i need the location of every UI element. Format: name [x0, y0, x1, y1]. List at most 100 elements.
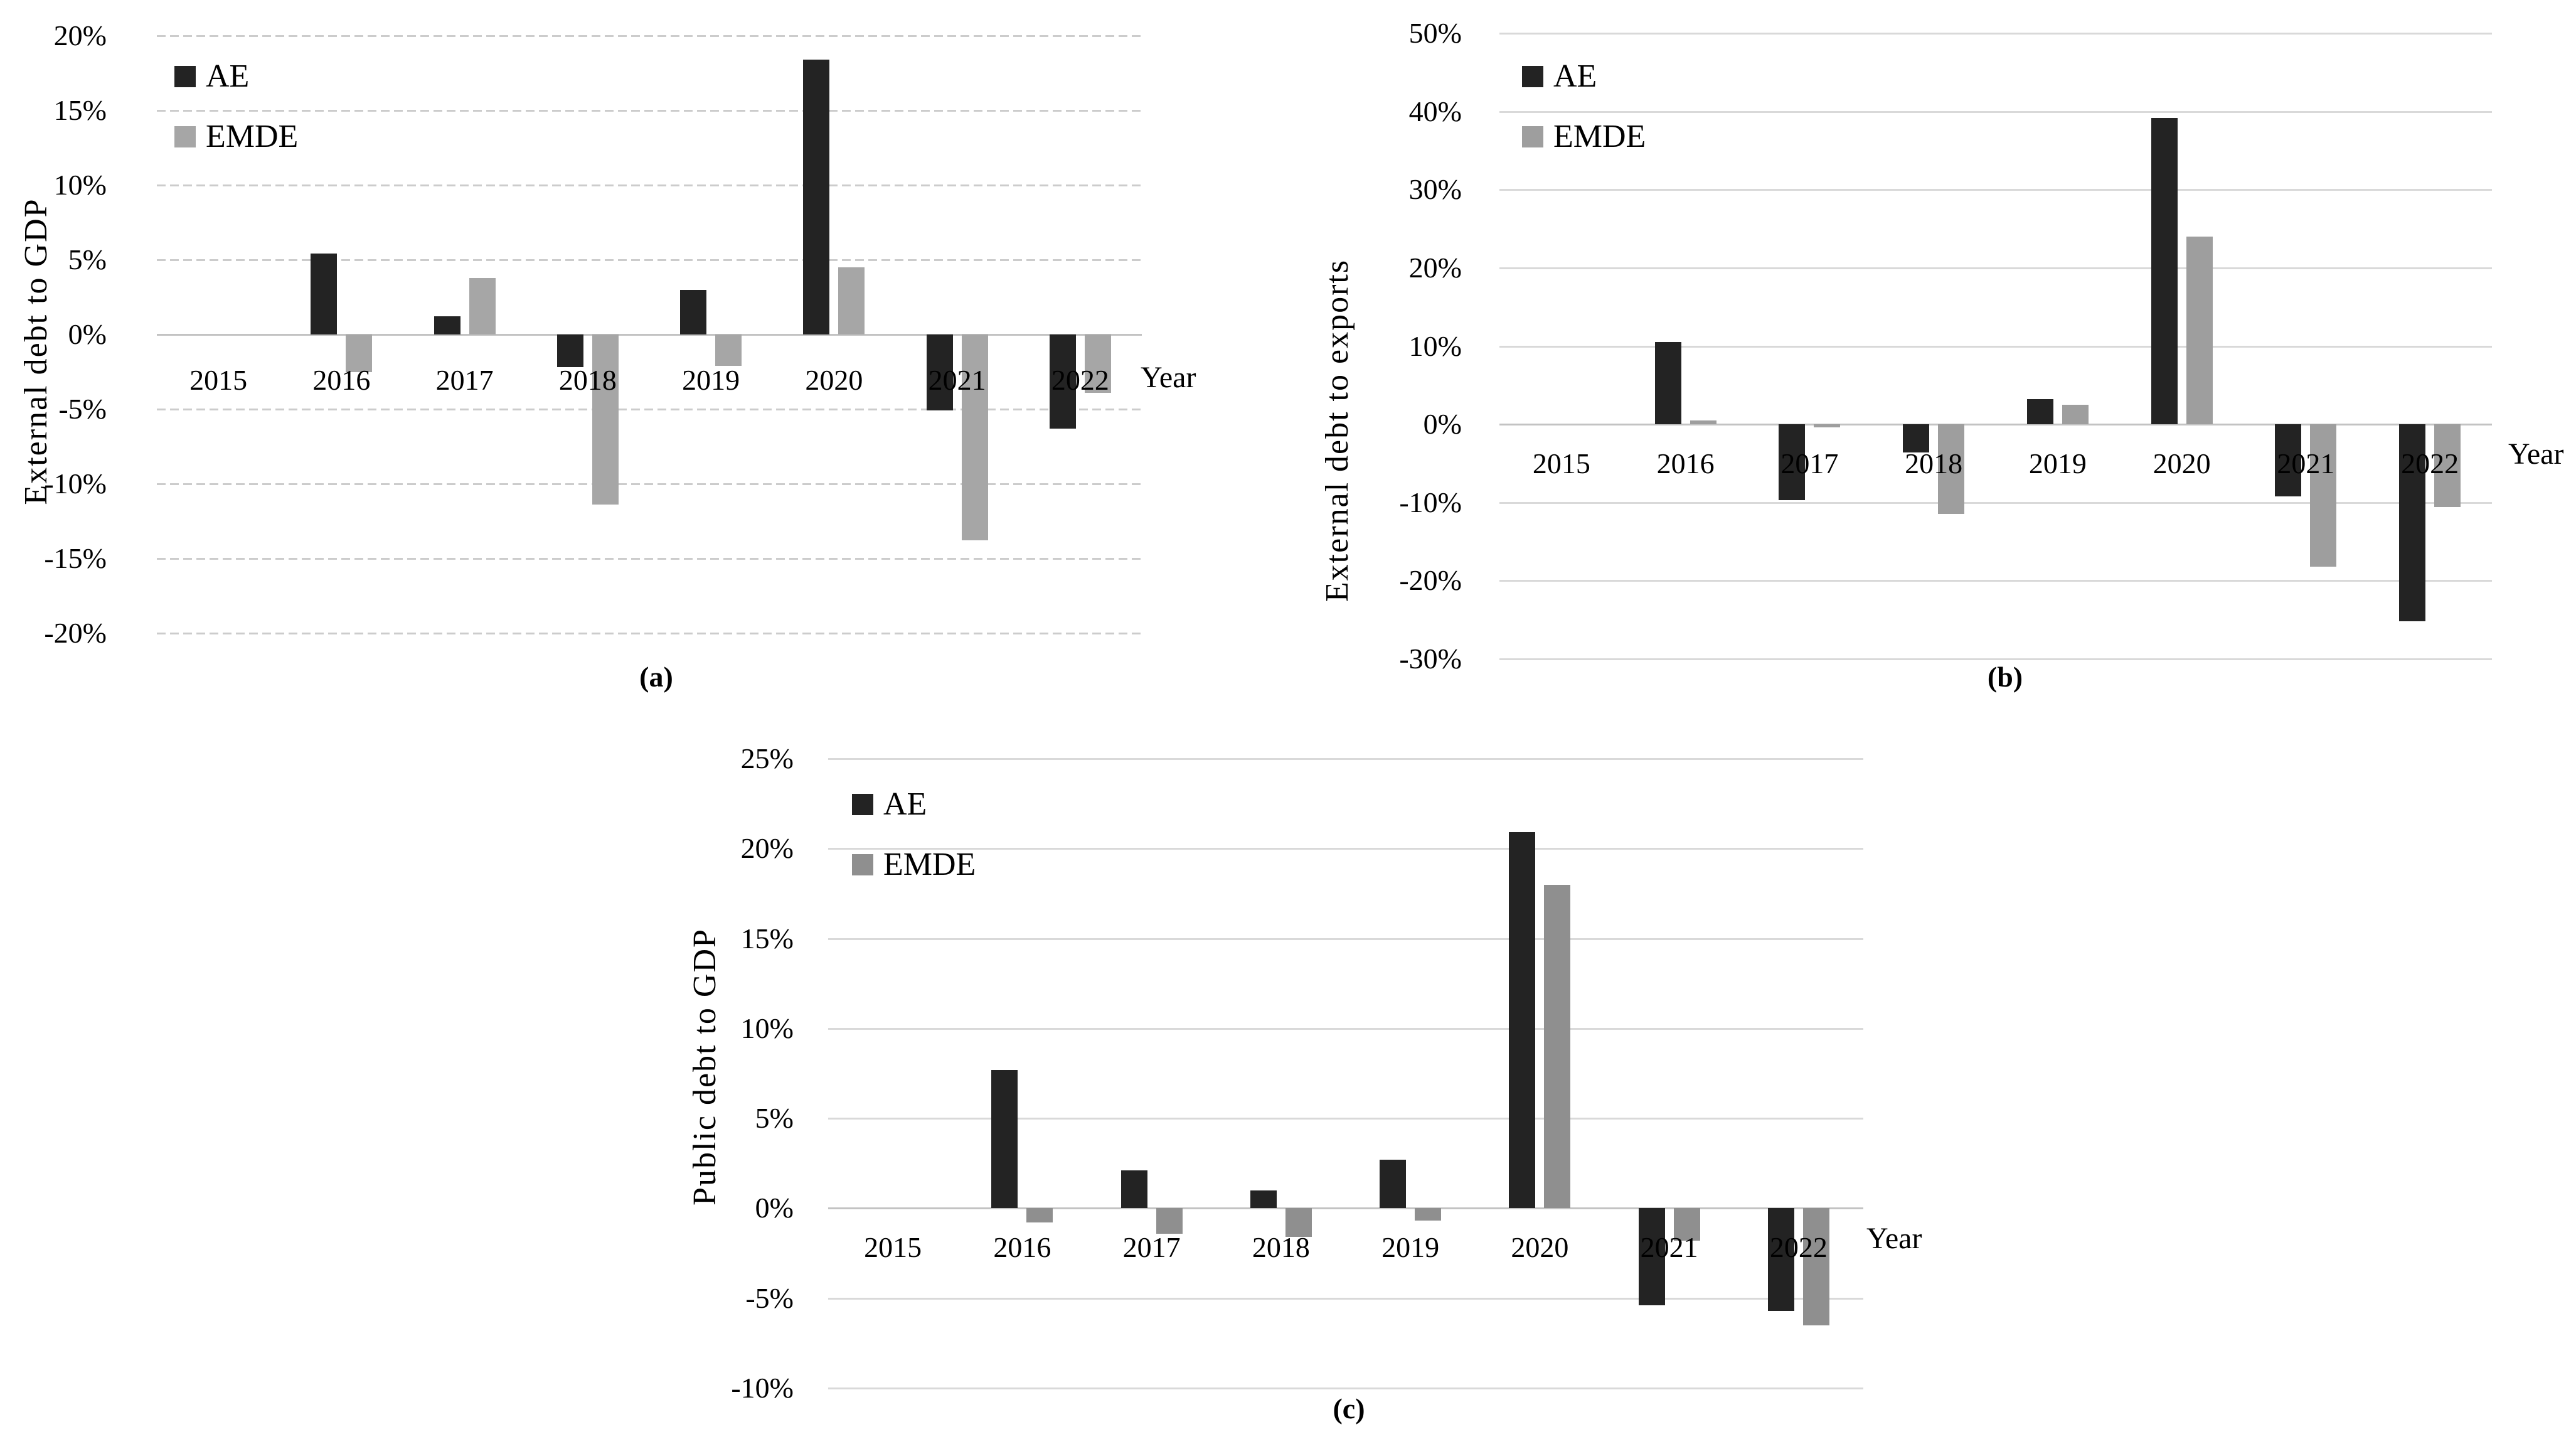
- bar-ae-2017: [1120, 1170, 1147, 1209]
- legend-item-ae: AE: [1522, 60, 1646, 93]
- legend-label-emde: EMDE: [206, 119, 299, 154]
- x-tick-label-2015: 2015: [864, 1231, 922, 1264]
- gridline: [1499, 345, 2492, 348]
- x-tick-label-2019: 2019: [682, 364, 740, 396]
- y-tick-label: -10%: [44, 468, 107, 500]
- legend: AE EMDE: [1522, 60, 1646, 181]
- y-tick-label: 15%: [740, 922, 794, 954]
- bar-ae-2021: [2275, 424, 2302, 496]
- y-tick-label: -5%: [745, 1281, 794, 1314]
- legend-label-ae: AE: [1553, 58, 1597, 94]
- legend-item-emde: EMDE: [1522, 120, 1646, 153]
- bar-emde-2020: [2186, 237, 2213, 425]
- y-tick-label: 20%: [1408, 251, 1462, 284]
- x-tick-label-2020: 2020: [1511, 1231, 1569, 1264]
- y-tick-label: 10%: [740, 1012, 794, 1044]
- y-tick-label: 20%: [53, 19, 107, 51]
- x-tick-label-2018: 2018: [558, 364, 617, 396]
- x-tick-label-2021: 2021: [928, 364, 986, 396]
- x-tick-label-2019: 2019: [1381, 1231, 1440, 1264]
- y-tick-label: -10%: [731, 1372, 794, 1404]
- y-axis-title: Public debt to GDP: [687, 928, 723, 1206]
- bar-ae-2018: [1250, 1190, 1277, 1209]
- gridline: [157, 483, 1142, 485]
- x-tick-label-2022: 2022: [2401, 447, 2459, 480]
- legend-label-ae: AE: [206, 58, 250, 94]
- bar-emde-2018: [1285, 1208, 1312, 1238]
- gridline: [1499, 110, 2492, 113]
- bar-emde-2016: [1026, 1208, 1053, 1223]
- bar-ae-2016: [311, 254, 338, 334]
- bar-ae-2022: [1049, 334, 1076, 429]
- zero-gridline: [828, 1207, 1863, 1210]
- bar-ae-2022: [2399, 424, 2426, 622]
- x-tick-label-2021: 2021: [2277, 447, 2335, 480]
- bar-ae-2022: [1767, 1208, 1794, 1311]
- bar-emde-2019: [2062, 404, 2089, 425]
- gridline: [828, 938, 1863, 940]
- panel-caption: (b): [1987, 661, 2023, 693]
- bar-emde-2017: [469, 277, 496, 334]
- bar-ae-2016: [991, 1069, 1018, 1209]
- bar-ae-2019: [2026, 399, 2053, 425]
- y-tick-label: -5%: [58, 393, 107, 425]
- bar-ae-2021: [1638, 1208, 1665, 1306]
- bar-ae-2020: [1509, 832, 1536, 1209]
- x-tick-label-2021: 2021: [1640, 1231, 1698, 1264]
- y-tick-label: -15%: [44, 542, 107, 574]
- x-tick-label-2016: 2016: [312, 364, 371, 396]
- bar-emde-2021: [1673, 1208, 1700, 1241]
- y-tick-label: 10%: [1408, 329, 1462, 362]
- ae-series-swatch-icon: [174, 66, 196, 87]
- plot-area: [828, 758, 1863, 1389]
- x-axis-title: Year: [1866, 1222, 1922, 1255]
- y-tick-label: -20%: [44, 617, 107, 649]
- x-tick-label-2018: 2018: [1252, 1231, 1310, 1264]
- bar-ae-2018: [556, 334, 583, 368]
- y-tick-label: 40%: [1408, 95, 1462, 127]
- gridline: [157, 184, 1142, 186]
- legend-item-emde: EMDE: [174, 120, 298, 153]
- bar-emde-2020: [838, 267, 865, 334]
- x-axis-title: Year: [2508, 437, 2564, 471]
- x-tick-label-2020: 2020: [2153, 447, 2211, 480]
- legend-item-ae: AE: [852, 788, 976, 821]
- bar-ae-2017: [1779, 424, 1806, 500]
- emde-series-swatch-icon: [1522, 126, 1543, 147]
- bar-emde-2016: [1690, 420, 1716, 425]
- y-tick-label: 10%: [53, 169, 107, 201]
- gridline: [157, 633, 1142, 634]
- x-tick-label-2015: 2015: [1532, 447, 1590, 480]
- gridline: [828, 1388, 1863, 1389]
- bar-emde-2021: [961, 334, 988, 541]
- bar-emde-2020: [1544, 884, 1571, 1209]
- gridline: [1499, 189, 2492, 191]
- ae-series-swatch-icon: [852, 794, 873, 815]
- x-tick-label-2022: 2022: [1769, 1231, 1828, 1264]
- bar-ae-2019: [680, 289, 707, 334]
- emde-series-swatch-icon: [174, 126, 196, 147]
- y-tick-label: -10%: [1399, 486, 1462, 518]
- plot-area: [157, 35, 1142, 634]
- x-tick-label-2022: 2022: [1051, 364, 1109, 396]
- x-tick-label-2016: 2016: [1656, 447, 1715, 480]
- bar-ae-2019: [1380, 1160, 1407, 1209]
- x-tick-label-2015: 2015: [189, 364, 248, 396]
- plot-area: [1499, 33, 2492, 660]
- bar-ae-2020: [803, 60, 830, 334]
- legend-label-emde: EMDE: [1553, 119, 1646, 154]
- bar-emde-2017: [1814, 424, 1841, 428]
- y-tick-label: 0%: [68, 318, 107, 350]
- legend-label-ae: AE: [883, 786, 927, 822]
- x-tick-label-2017: 2017: [435, 364, 494, 396]
- bar-ae-2021: [926, 334, 953, 411]
- bar-emde-2021: [2310, 424, 2337, 567]
- gridline: [828, 848, 1863, 850]
- x-tick-label-2017: 2017: [1122, 1231, 1181, 1264]
- x-tick-label-2016: 2016: [993, 1231, 1051, 1264]
- gridline: [828, 1118, 1863, 1120]
- legend-item-emde: EMDE: [852, 848, 976, 881]
